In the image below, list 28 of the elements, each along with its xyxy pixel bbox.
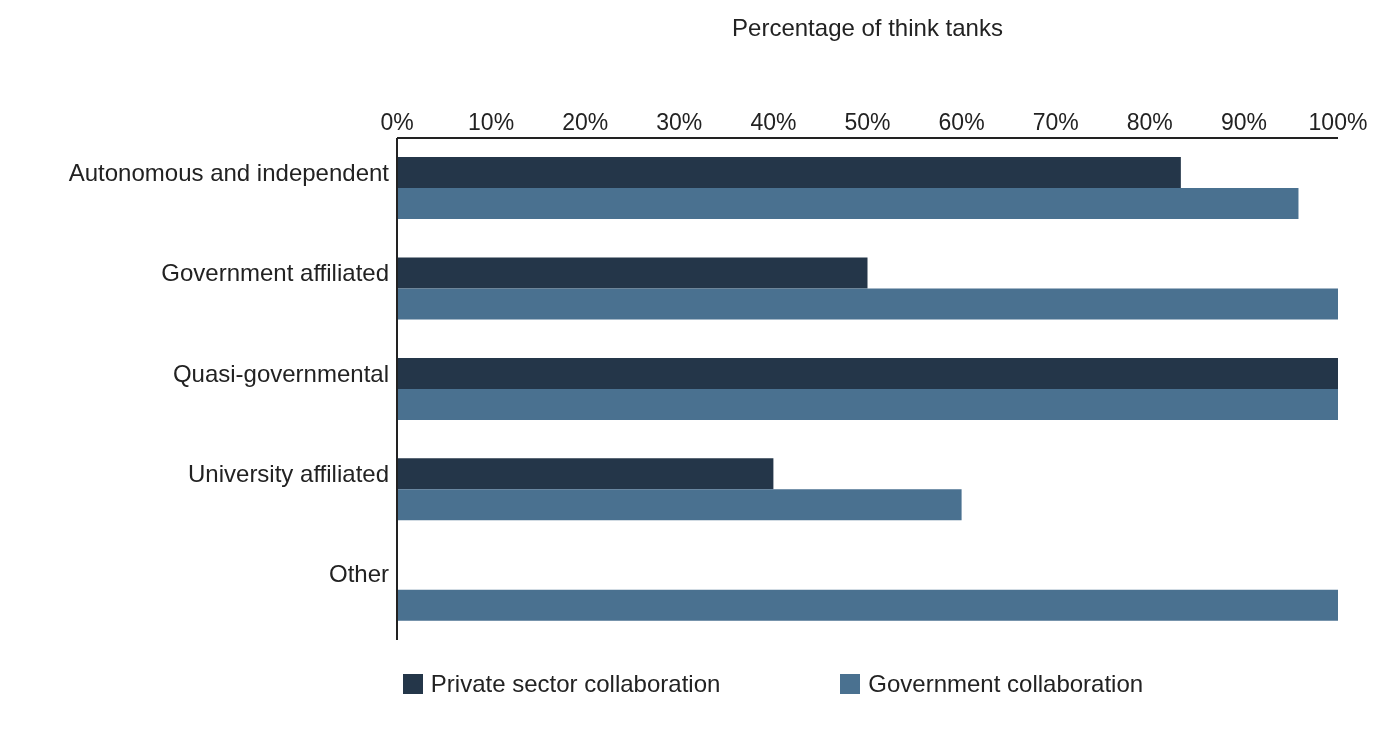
bar [397,388,1338,420]
bar [397,589,1338,621]
x-tick-label: 80% [1126,109,1173,135]
bar [397,357,1338,389]
bar [397,188,1299,220]
y-tick-label: Autonomous and independent [68,158,390,186]
bar [397,489,962,521]
x-tick-label: 70% [1032,109,1079,135]
legend-label: Private sector collaboration [430,670,721,698]
legend-label: Government collaboration [868,670,1144,698]
y-tick-label: Government affiliated [161,259,389,287]
x-tick-label: 10% [468,109,515,135]
x-tick-label: 40% [750,109,797,135]
x-tick-label: 90% [1220,109,1267,135]
bar [397,257,868,289]
y-tick-label: University affiliated [188,459,389,487]
x-tick-label: 100% [1308,109,1368,135]
y-tick-label: Other [328,560,389,588]
bar [397,157,1181,189]
x-tick-label: 30% [656,109,703,135]
x-tick-label: 50% [844,109,891,135]
x-tick-label: 60% [938,109,985,135]
bar [397,288,1338,320]
y-tick-label: Quasi-governmental [172,359,389,387]
x-axis-title: Percentage of think tanks [731,14,1004,42]
x-tick-label: 20% [562,109,609,135]
x-tick-label: 0% [380,109,414,135]
bar [397,458,774,490]
